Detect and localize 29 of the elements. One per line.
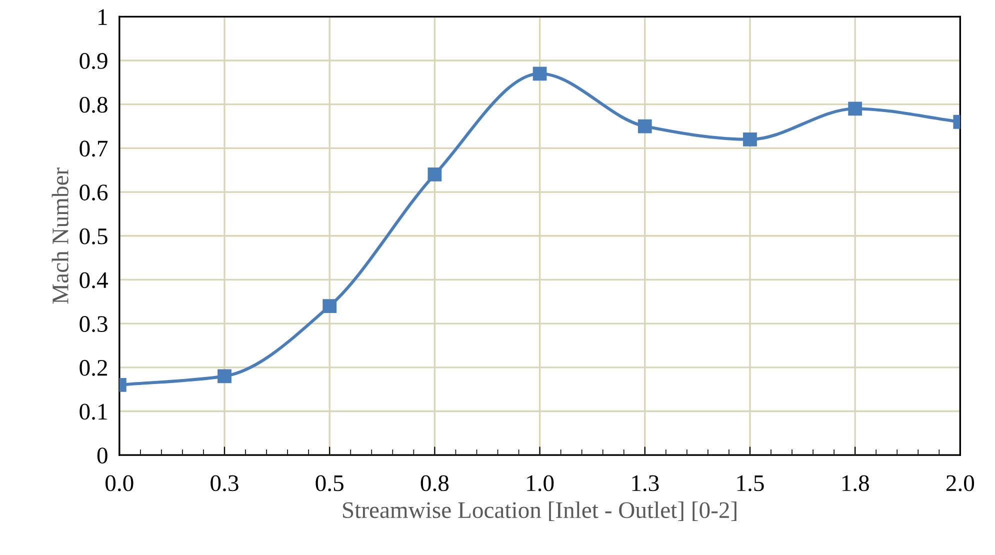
y-tick-label: 0.1 [80,404,107,420]
x-tick-label: 0.8 [420,475,449,492]
point [322,299,337,313]
y-tick-label: 1 [98,9,107,25]
y-tick-label: 0 [97,448,108,464]
x-tick-label: 1.3 [632,475,659,492]
point [848,102,862,116]
y-tick-label: 0.2 [80,360,107,376]
point [428,168,442,182]
point [638,119,652,134]
y-tick-label: 0.9 [80,52,108,70]
x-tick-label: 0.0 [106,475,134,492]
point [743,132,757,146]
point [218,369,232,384]
y-tick-label: 0.4 [80,272,108,288]
x-tick-label: 0.5 [316,475,344,492]
y-tick-label: 0.7 [80,140,108,157]
x-tick-label: 1.8 [842,475,869,492]
y-axis-title: Mach Number [52,168,68,304]
x-axis-title: Streamwise Location [Inlet - Outlet] [0-2] [343,502,736,522]
point [532,66,547,81]
y-tick-label: 0.8 [80,96,108,113]
y-tick-label: 0.6 [80,184,108,201]
x-tick-label: 2.0 [946,475,974,492]
x-tick-label: 1.0 [527,475,554,492]
y-tick-label: 0.5 [80,228,108,244]
y-tick-label: 0.3 [80,316,108,332]
x-tick-label: 1.5 [737,475,764,492]
x-tick-label: 0.3 [210,475,238,492]
